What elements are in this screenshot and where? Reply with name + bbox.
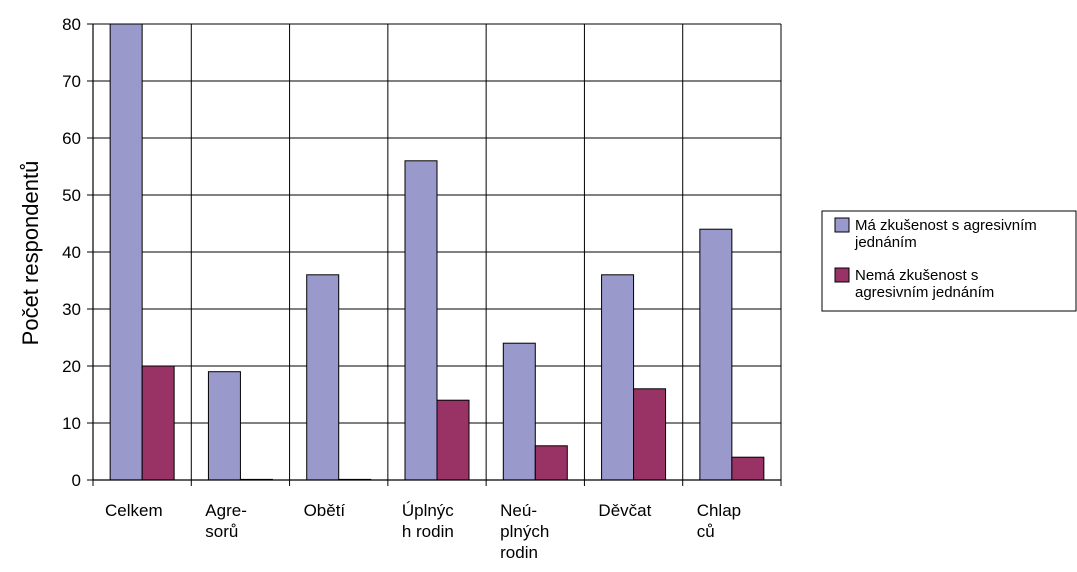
y-tick-label: 0 (72, 471, 81, 490)
y-tick-label: 10 (62, 414, 81, 433)
y-tick-label: 50 (62, 186, 81, 205)
axes (87, 23, 782, 486)
bars (109, 23, 765, 481)
x-category-label: Děvčat (598, 501, 651, 520)
bar-series-1-cat-3 (306, 274, 340, 481)
x-category-labels: Celkem Agre-sorů Obětí Úplnýc h rodin Neú-pln… (105, 501, 741, 562)
x-category-label: Chlap ců (697, 501, 741, 541)
y-tick-label: 80 (62, 15, 81, 34)
bar-series-1-cat-1 (109, 23, 143, 481)
bar-series-2-cat-4 (436, 399, 470, 481)
y-tick-label: 40 (62, 243, 81, 262)
legend-swatch (834, 267, 850, 283)
bar-series-1-cat-4 (404, 160, 438, 481)
bar-series-1-cat-6 (601, 274, 635, 481)
x-category-label: Celkem (105, 501, 163, 520)
bar-series-2-cat-1 (141, 365, 175, 481)
legend-box (821, 210, 1077, 312)
y-tick-label: 60 (62, 129, 81, 148)
bar-series-2-cat-7 (731, 456, 765, 481)
y-axis-label: Počet respondentů (18, 161, 43, 346)
bar-series-2-cat-6 (633, 388, 667, 481)
x-category-label: Úplnýc h rodin (402, 501, 454, 541)
x-category-label: Neú-plných rodin (500, 501, 549, 562)
y-tick-label: 70 (62, 72, 81, 91)
x-category-label: Obětí (304, 501, 346, 520)
y-tick-label: 20 (62, 357, 81, 376)
legend-entry: Má zkušenost s agresivním jednáním (854, 217, 1037, 251)
bar-series-2-cat-5 (534, 445, 568, 481)
y-tick-label: 30 (62, 300, 81, 319)
bar-series-1-cat-7 (699, 228, 733, 481)
legend-entry: Nemá zkušenost s agresivním jednáním (855, 267, 994, 301)
legend-swatch (834, 217, 850, 233)
x-category-label: Agre-sorů (205, 501, 247, 541)
legend: Má zkušenost s agresivním jednáním Nemá zk… (821, 210, 1077, 312)
bar-series-1-cat-5 (502, 342, 536, 481)
y-tick-labels: 0 10 20 30 40 50 60 70 80 (62, 15, 81, 490)
bar-series-1-cat-2 (207, 371, 241, 481)
